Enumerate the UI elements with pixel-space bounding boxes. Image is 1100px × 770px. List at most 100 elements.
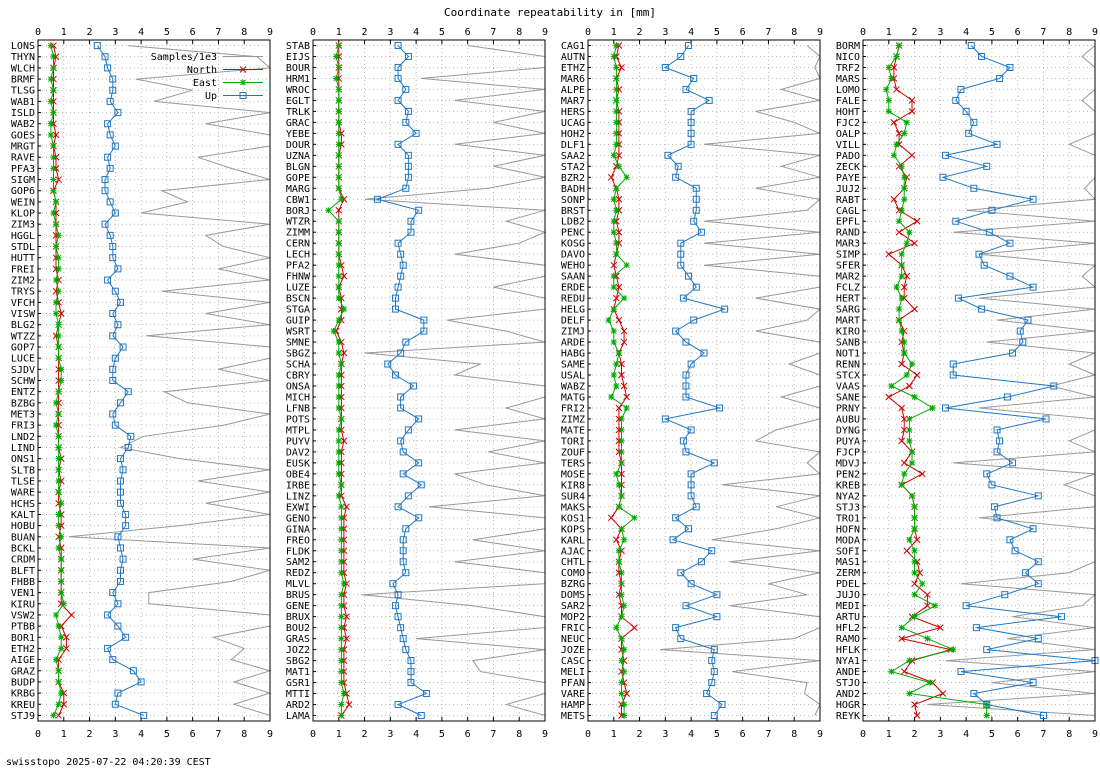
point-up bbox=[682, 602, 690, 610]
point-up bbox=[389, 580, 397, 588]
station-label: HCHS bbox=[11, 499, 35, 510]
point-up bbox=[114, 689, 122, 697]
station-label: MATG bbox=[561, 392, 585, 403]
point-east bbox=[335, 141, 342, 148]
point-up bbox=[1006, 63, 1014, 71]
station-label: KOPS bbox=[561, 524, 585, 535]
station-label: MARG bbox=[286, 184, 310, 195]
station-label: STJO bbox=[836, 678, 860, 689]
station-label: PFA2 bbox=[286, 261, 310, 272]
station-label: IRBE bbox=[286, 480, 310, 491]
station-label: PRNY bbox=[836, 403, 860, 414]
point-up bbox=[685, 272, 693, 280]
point-up bbox=[679, 294, 687, 302]
point-up bbox=[397, 349, 405, 357]
point-up bbox=[677, 52, 685, 60]
point-north bbox=[343, 613, 350, 621]
point-north bbox=[335, 206, 343, 214]
station-label: SLTB bbox=[11, 465, 35, 476]
point-east bbox=[335, 108, 342, 115]
point-up bbox=[101, 176, 109, 184]
x-tick-label-top: 8 bbox=[1066, 27, 1072, 38]
x-tick-label-top: 2 bbox=[912, 27, 918, 38]
point-up bbox=[988, 481, 996, 489]
station-label: AJAC bbox=[561, 546, 585, 557]
point-east bbox=[610, 152, 617, 159]
x-tick-label-top: 5 bbox=[439, 27, 445, 38]
point-up bbox=[116, 455, 124, 463]
station-label: NEUC bbox=[561, 634, 585, 645]
point-up bbox=[399, 558, 407, 566]
x-tick-label-bottom: 1 bbox=[61, 729, 67, 740]
point-east bbox=[911, 558, 918, 565]
point-up bbox=[399, 635, 407, 643]
point-up bbox=[114, 321, 122, 329]
point-north bbox=[343, 635, 350, 642]
point-east bbox=[58, 500, 65, 507]
legend-marker bbox=[240, 79, 246, 86]
point-east bbox=[898, 207, 905, 214]
point-up bbox=[420, 316, 428, 324]
point-east bbox=[50, 64, 57, 71]
point-east bbox=[50, 165, 57, 172]
point-up bbox=[402, 646, 410, 654]
point-east bbox=[608, 393, 615, 400]
point-up bbox=[1034, 492, 1042, 500]
station-label: ETH2 bbox=[11, 644, 35, 655]
x-tick-label-bottom: 6 bbox=[1015, 729, 1021, 740]
point-east bbox=[898, 262, 905, 269]
point-east bbox=[908, 448, 915, 455]
point-north bbox=[618, 371, 625, 379]
x-tick-label-top: 9 bbox=[267, 27, 273, 38]
point-up bbox=[109, 75, 117, 83]
point-up bbox=[109, 310, 117, 318]
station-label: CAG1 bbox=[561, 41, 585, 52]
station-label: GENO bbox=[286, 513, 310, 524]
point-east bbox=[615, 163, 622, 170]
point-up bbox=[402, 569, 410, 577]
point-east bbox=[911, 503, 918, 510]
point-east bbox=[58, 377, 65, 384]
point-east bbox=[340, 580, 347, 587]
station-label: BOR1 bbox=[11, 633, 35, 644]
point-up bbox=[116, 488, 124, 496]
point-up bbox=[1006, 239, 1014, 247]
station-label: AIGE bbox=[11, 655, 35, 666]
x-tick-label-top: 7 bbox=[490, 27, 496, 38]
station-label: PFAN bbox=[561, 678, 585, 689]
point-up bbox=[1029, 679, 1037, 687]
point-north bbox=[631, 624, 638, 631]
point-north bbox=[893, 86, 900, 93]
point-east bbox=[53, 277, 60, 284]
point-north bbox=[911, 580, 918, 588]
point-up bbox=[104, 611, 112, 619]
station-label: JUJ2 bbox=[836, 184, 860, 195]
station-label: SMNE bbox=[286, 338, 310, 349]
point-up bbox=[402, 338, 410, 346]
station-label: MET3 bbox=[11, 409, 35, 420]
point-up bbox=[661, 415, 669, 423]
station-label: HOFN bbox=[836, 524, 860, 535]
point-up bbox=[114, 622, 122, 630]
station-label: EXWI bbox=[286, 502, 310, 513]
point-east bbox=[610, 284, 617, 291]
station-label: PADO bbox=[836, 151, 860, 162]
station-label: SAR2 bbox=[561, 601, 585, 612]
station-label: TERS bbox=[561, 458, 585, 469]
panel-frame bbox=[587, 39, 821, 722]
point-up bbox=[1034, 558, 1042, 566]
point-east bbox=[618, 657, 625, 664]
point-up bbox=[104, 64, 112, 72]
point-north bbox=[898, 635, 906, 642]
point-up bbox=[407, 217, 415, 225]
station-label: SONP bbox=[561, 195, 585, 206]
station-label: LUZE bbox=[286, 283, 310, 294]
station-label: BCKL bbox=[11, 543, 35, 554]
point-east bbox=[618, 679, 625, 686]
station-label: WAB2 bbox=[11, 119, 35, 130]
point-up bbox=[106, 231, 114, 239]
x-tick-label-bottom: 7 bbox=[1040, 729, 1046, 740]
point-up bbox=[407, 668, 415, 676]
station-label: GINA bbox=[286, 524, 310, 535]
point-east bbox=[58, 634, 65, 641]
